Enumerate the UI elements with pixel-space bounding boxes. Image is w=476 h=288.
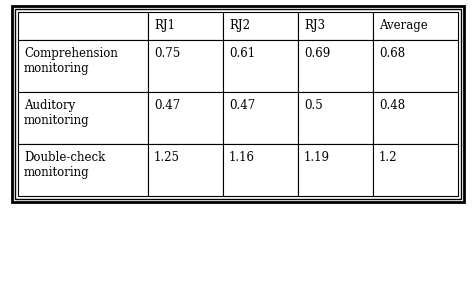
Bar <box>298 12 372 40</box>
Bar <box>298 40 372 92</box>
Bar <box>372 12 457 40</box>
Bar <box>223 12 298 40</box>
Bar <box>148 12 223 40</box>
Bar <box>298 92 372 144</box>
Text: RJ2: RJ2 <box>228 19 249 32</box>
Bar <box>372 144 457 196</box>
Bar <box>18 144 148 196</box>
Bar <box>18 12 148 40</box>
Text: 0.47: 0.47 <box>228 99 255 112</box>
Text: 0.5: 0.5 <box>303 99 322 112</box>
Text: Average: Average <box>378 19 427 32</box>
Text: 0.69: 0.69 <box>303 47 329 60</box>
Text: Auditory
monitoring: Auditory monitoring <box>24 99 89 127</box>
Text: 0.47: 0.47 <box>154 99 180 112</box>
Text: Double-check
monitoring: Double-check monitoring <box>24 151 105 179</box>
Text: 1.16: 1.16 <box>228 151 255 164</box>
Text: 1.2: 1.2 <box>378 151 397 164</box>
Bar <box>12 6 463 202</box>
Bar <box>223 92 298 144</box>
Text: 1.25: 1.25 <box>154 151 179 164</box>
Bar <box>372 40 457 92</box>
Bar <box>223 40 298 92</box>
Bar <box>372 92 457 144</box>
Bar <box>148 144 223 196</box>
Bar <box>15 9 460 199</box>
Text: RJ3: RJ3 <box>303 19 325 32</box>
Text: 0.48: 0.48 <box>378 99 404 112</box>
Bar <box>18 92 148 144</box>
Bar <box>148 40 223 92</box>
Text: RJ1: RJ1 <box>154 19 175 32</box>
Bar <box>18 40 148 92</box>
Text: 0.75: 0.75 <box>154 47 180 60</box>
Bar <box>298 144 372 196</box>
Bar <box>148 92 223 144</box>
Text: 0.68: 0.68 <box>378 47 404 60</box>
Text: 1.19: 1.19 <box>303 151 329 164</box>
Text: 0.61: 0.61 <box>228 47 255 60</box>
Bar <box>223 144 298 196</box>
Text: Comprehension
monitoring: Comprehension monitoring <box>24 47 118 75</box>
